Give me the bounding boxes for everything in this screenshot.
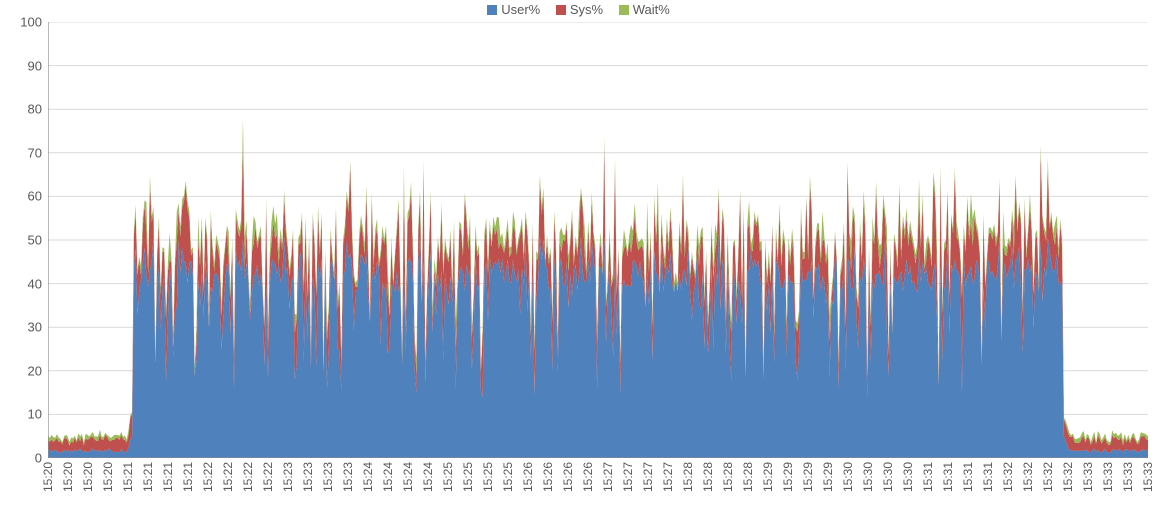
- y-tick-label: 50: [28, 233, 42, 248]
- x-tick-label: 15:21: [121, 462, 135, 492]
- x-tick-label: 15:25: [481, 462, 495, 492]
- x-tick-label: 15:30: [881, 462, 895, 492]
- x-axis: 15:2015:2015:2015:2015:2115:2115:2115:21…: [48, 460, 1148, 510]
- legend-swatch-user: [487, 5, 497, 15]
- x-tick-label: 15:30: [841, 462, 855, 492]
- legend-item-sys: Sys%: [556, 2, 603, 17]
- x-tick-label: 15:24: [361, 462, 375, 492]
- x-tick-label: 15:32: [1061, 462, 1075, 492]
- x-tick-label: 15:24: [401, 462, 415, 492]
- x-tick-label: 15:23: [301, 462, 315, 492]
- x-tick-label: 15:21: [161, 462, 175, 492]
- y-tick-label: 100: [20, 15, 42, 30]
- legend-swatch-sys: [556, 5, 566, 15]
- legend-swatch-wait: [619, 5, 629, 15]
- x-tick-label: 15:20: [41, 462, 55, 492]
- x-tick-label: 15:31: [941, 462, 955, 492]
- x-tick-label: 15:25: [501, 462, 515, 492]
- x-tick-label: 15:26: [561, 462, 575, 492]
- x-tick-label: 15:33: [1081, 462, 1095, 492]
- x-tick-label: 15:28: [681, 462, 695, 492]
- x-tick-label: 15:26: [541, 462, 555, 492]
- legend-item-wait: Wait%: [619, 2, 670, 17]
- x-tick-label: 15:24: [421, 462, 435, 492]
- x-tick-label: 15:32: [1001, 462, 1015, 492]
- legend-item-user: User%: [487, 2, 540, 17]
- y-tick-label: 10: [28, 407, 42, 422]
- y-tick-label: 30: [28, 320, 42, 335]
- y-tick-label: 70: [28, 145, 42, 160]
- x-tick-label: 15:29: [781, 462, 795, 492]
- y-tick-label: 40: [28, 276, 42, 291]
- x-tick-label: 15:31: [981, 462, 995, 492]
- x-tick-label: 15:28: [721, 462, 735, 492]
- legend-label-user: User%: [501, 2, 540, 17]
- y-axis: 0102030405060708090100: [0, 22, 48, 458]
- plot-area: [48, 22, 1148, 458]
- x-tick-label: 15:23: [281, 462, 295, 492]
- x-tick-label: 15:23: [341, 462, 355, 492]
- x-tick-label: 15:22: [241, 462, 255, 492]
- x-tick-label: 15:27: [621, 462, 635, 492]
- x-tick-label: 15:27: [641, 462, 655, 492]
- y-tick-label: 90: [28, 58, 42, 73]
- x-tick-label: 15:32: [1041, 462, 1055, 492]
- y-tick-label: 60: [28, 189, 42, 204]
- x-tick-label: 15:25: [441, 462, 455, 492]
- x-tick-label: 15:22: [221, 462, 235, 492]
- x-tick-label: 15:21: [141, 462, 155, 492]
- cpu-stacked-area-chart: User% Sys% Wait% 0102030405060708090100 …: [0, 0, 1157, 511]
- x-tick-label: 15:29: [801, 462, 815, 492]
- y-tick-label: 20: [28, 363, 42, 378]
- x-tick-label: 15:32: [1021, 462, 1035, 492]
- x-tick-label: 15:20: [101, 462, 115, 492]
- x-tick-label: 15:20: [81, 462, 95, 492]
- x-tick-label: 15:28: [741, 462, 755, 492]
- x-tick-label: 15:26: [521, 462, 535, 492]
- legend-label-wait: Wait%: [633, 2, 670, 17]
- x-tick-label: 15:20: [61, 462, 75, 492]
- x-tick-label: 15:31: [961, 462, 975, 492]
- x-tick-label: 15:29: [821, 462, 835, 492]
- x-tick-label: 15:30: [861, 462, 875, 492]
- x-tick-label: 15:25: [461, 462, 475, 492]
- x-tick-label: 15:21: [181, 462, 195, 492]
- legend: User% Sys% Wait%: [0, 2, 1157, 18]
- legend-label-sys: Sys%: [570, 2, 603, 17]
- x-tick-label: 15:30: [901, 462, 915, 492]
- x-tick-label: 15:24: [381, 462, 395, 492]
- x-tick-label: 15:27: [601, 462, 615, 492]
- x-tick-label: 15:22: [261, 462, 275, 492]
- x-tick-label: 15:31: [921, 462, 935, 492]
- x-tick-label: 15:27: [661, 462, 675, 492]
- x-tick-label: 15:22: [201, 462, 215, 492]
- x-tick-label: 15:26: [581, 462, 595, 492]
- area-svg: [48, 22, 1148, 458]
- x-tick-label: 15:33: [1121, 462, 1135, 492]
- x-tick-label: 15:29: [761, 462, 775, 492]
- y-tick-label: 80: [28, 102, 42, 117]
- x-tick-label: 15:33: [1141, 462, 1155, 492]
- x-tick-label: 15:28: [701, 462, 715, 492]
- x-tick-label: 15:23: [321, 462, 335, 492]
- x-tick-label: 15:33: [1101, 462, 1115, 492]
